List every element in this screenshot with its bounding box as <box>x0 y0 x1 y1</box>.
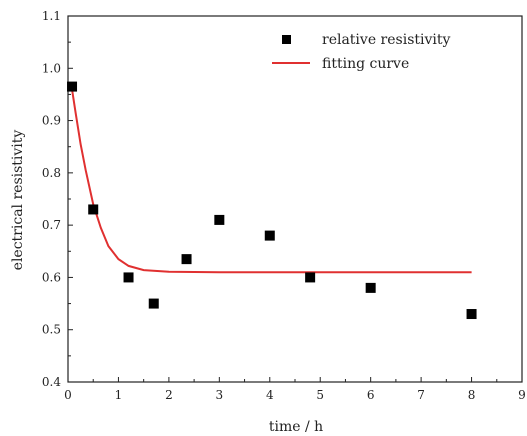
legend-label-relative-resistivity: relative resistivity <box>322 32 450 48</box>
y-tick-label: 1.0 <box>42 61 61 75</box>
x-tick-label: 3 <box>216 388 224 402</box>
x-axis: 0 1 2 3 4 5 6 7 8 9 <box>64 377 526 402</box>
y-tick-label: 0.7 <box>42 218 61 232</box>
y-tick-label: 0.4 <box>42 375 61 389</box>
plot-frame <box>67 15 523 383</box>
data-point <box>148 298 159 309</box>
x-tick-label: 7 <box>417 388 425 402</box>
y-tick-label: 0.6 <box>42 270 61 284</box>
data-point <box>181 254 192 265</box>
x-tick-label: 9 <box>518 388 526 402</box>
legend: relative resistivity fitting curve <box>272 32 450 72</box>
x-tick-label: 4 <box>266 388 274 402</box>
data-point <box>365 282 376 293</box>
data-point <box>214 214 225 225</box>
data-point <box>67 81 78 92</box>
series-layer <box>67 81 477 320</box>
legend-marker-relative-resistivity <box>282 35 291 44</box>
y-axis: 0.4 0.5 0.6 0.7 0.8 0.9 1.0 1.1 <box>42 9 73 389</box>
fitting-curve-line <box>71 89 472 274</box>
x-tick-label: 5 <box>316 388 324 402</box>
x-axis-title: time / h <box>269 419 323 435</box>
x-tick-label: 1 <box>115 388 123 402</box>
legend-label-fitting-curve: fitting curve <box>322 56 409 72</box>
y-tick-label: 0.5 <box>42 323 61 337</box>
data-point <box>264 230 275 241</box>
y-tick-label: 1.1 <box>42 9 61 23</box>
data-point <box>466 309 477 320</box>
x-tick-label: 8 <box>468 388 476 402</box>
y-axis-title: electrical resistivity <box>10 130 26 271</box>
x-tick-label: 2 <box>165 388 173 402</box>
data-point <box>305 272 316 283</box>
y-tick-label: 0.9 <box>42 114 61 128</box>
x-tick-label: 0 <box>64 388 72 402</box>
data-point <box>123 272 134 283</box>
plot-area <box>67 15 523 383</box>
y-tick-label: 0.8 <box>42 166 61 180</box>
x-tick-label: 6 <box>367 388 375 402</box>
data-point <box>88 204 99 215</box>
